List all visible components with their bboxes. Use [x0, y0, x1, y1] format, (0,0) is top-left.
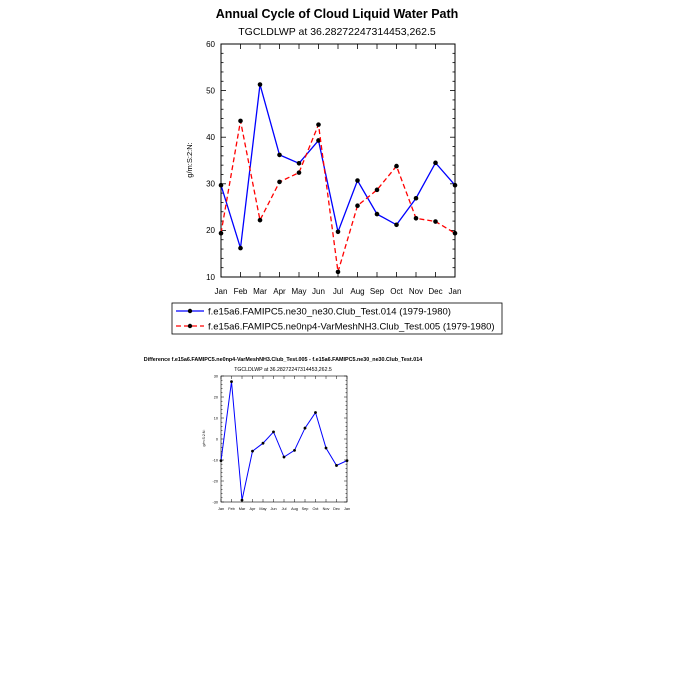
- chart1-series-1-point: [316, 138, 321, 143]
- chart2-series: [219, 380, 349, 502]
- chart2-series-1-point: [303, 426, 307, 430]
- chart1-xtick-label: Jul: [333, 287, 343, 296]
- main-line-chart: Annual Cycle of Cloud Liquid Water Path …: [185, 7, 461, 296]
- chart2-xtick-label: Jul: [282, 507, 287, 511]
- chart2-series-1-point: [261, 441, 265, 445]
- chart1-xtick-label: Apr: [273, 287, 286, 296]
- chart1-series-2-point: [257, 217, 263, 223]
- legend-label-series2: f.e15a6.FAMIPC5.ne0np4-VarMeshNH3.Club_T…: [208, 322, 495, 333]
- chart2-xtick-label: Dec: [333, 507, 340, 511]
- chart2-series-1-point: [240, 498, 244, 502]
- chart2-ytick-label: -20: [213, 479, 219, 483]
- chart2-xtick-label: Sep: [302, 507, 309, 511]
- chart1-series-1-point: [277, 152, 282, 158]
- chart1-series-1-point: [413, 195, 419, 201]
- chart1-series-1-point: [257, 82, 263, 87]
- chart1-legend: f.e15a6.FAMIPC5.ne30_ne30.Club_Test.014 …: [171, 302, 503, 335]
- chart1-series-2-point: [452, 230, 458, 236]
- chart2-series-1-point: [324, 446, 328, 450]
- chart1-xtick-label: Jan: [449, 287, 462, 296]
- legend-marker-series1: [187, 308, 193, 314]
- chart1-xtick-label: Oct: [390, 287, 403, 296]
- legend-marker-series2: [187, 323, 193, 329]
- chart1-series-2-point: [296, 170, 302, 175]
- chart1-xtick-label: Mar: [253, 287, 267, 296]
- chart1-ytick-label: 40: [206, 133, 215, 142]
- chart1-xtick-label: Aug: [350, 287, 364, 296]
- chart1-series-2-point: [238, 118, 243, 124]
- legend-box: [171, 302, 503, 335]
- chart2-xtick-label: Oct: [313, 507, 320, 511]
- chart2-ytick-label: -10: [213, 458, 219, 462]
- chart1-axes: Jan Feb Mar Apr May Jun Jul Aug Sep Oct Nov Dec Jan1…: [206, 40, 461, 296]
- chart2-series-1-point: [219, 459, 223, 463]
- chart1-series: [218, 82, 458, 275]
- chart1-series-2-point: [218, 230, 224, 236]
- chart1-series-2-point: [277, 179, 282, 185]
- chart1-subtitle: TGCLDLWP at 36.28272247314453,262.5: [238, 26, 436, 38]
- chart2-xtick-label: Mar: [239, 507, 246, 511]
- chart1-series-1-point: [296, 160, 302, 166]
- chart1-ytick-label: 50: [206, 86, 215, 95]
- chart2-ytick-label: 20: [214, 395, 218, 399]
- chart2-ytick-label: 30: [214, 374, 218, 378]
- chart2-xtick-label: Jan: [344, 507, 350, 511]
- legend-label-series1: f.e15a6.FAMIPC5.ne30_ne30.Club_Test.014 …: [208, 307, 451, 318]
- chart2-xtick-label: Nov: [323, 507, 330, 511]
- difference-line-chart: Difference f.e15a6.FAMIPC5.ne0np4-VarMes…: [144, 357, 422, 511]
- chart2-xtick-label: Jun: [270, 507, 276, 511]
- chart2-subtitle: TGCLDLWP at 36.28272247314453,262.5: [234, 367, 332, 373]
- chart2-series-1-point: [251, 449, 254, 453]
- chart1-series-1-point: [394, 222, 399, 228]
- chart2-title: Difference f.e15a6.FAMIPC5.ne0np4-VarMes…: [144, 357, 422, 363]
- chart1-ytick-label: 20: [206, 226, 215, 235]
- chart2-ytick-label: 0: [216, 437, 218, 441]
- chart1-series-1-point: [433, 160, 438, 166]
- chart2-xtick-label: Apr: [250, 507, 257, 511]
- chart1-xtick-label: Nov: [409, 287, 423, 296]
- chart2-ytick-label: 10: [214, 416, 218, 420]
- chart1-title: Annual Cycle of Cloud Liquid Water Path: [216, 7, 459, 21]
- chart1-ytick-label: 60: [206, 40, 215, 49]
- chart2-series-1-point: [230, 380, 233, 384]
- chart1-series-2-point: [335, 269, 341, 275]
- chart1-series-1-point: [374, 211, 380, 217]
- chart1-xtick-label: Sep: [370, 287, 385, 296]
- chart1-ytick-label: 10: [206, 273, 215, 282]
- chart1-series-2-point: [316, 122, 321, 127]
- chart2-ylabel: g/m:S:2:N:: [202, 430, 206, 447]
- chart2-xtick-label: Jan: [218, 507, 224, 511]
- chart2-series-1-point: [345, 459, 349, 463]
- chart1-series-1-point: [355, 178, 360, 183]
- chart1-xtick-label: May: [291, 287, 306, 296]
- chart2-series-1-point: [293, 448, 296, 452]
- chart1-xtick-label: Feb: [234, 287, 248, 296]
- chart1-ylabel: g/m:S:2:N:: [185, 142, 194, 177]
- chart1-series-2-point: [433, 219, 438, 224]
- chart2-xtick-label: May: [259, 507, 266, 511]
- chart1-series-1-point: [452, 182, 458, 188]
- chart2-series-1-point: [335, 464, 338, 467]
- chart1-series-1-point: [335, 229, 341, 235]
- chart1-series-1-point: [238, 245, 243, 251]
- chart1-ytick-label: 30: [206, 180, 215, 189]
- chart1-series-2-point: [413, 215, 419, 221]
- chart2-series-1-point: [314, 411, 317, 414]
- chart1-series-2-point: [394, 163, 399, 169]
- chart1-series-2-point: [355, 203, 360, 209]
- chart1-xtick-label: Jun: [312, 287, 325, 296]
- chart2-series-1-point: [272, 430, 275, 434]
- chart1-xtick-label: Jan: [215, 287, 228, 296]
- chart1-xtick-label: Dec: [428, 287, 442, 296]
- chart2-series-1-point: [282, 455, 286, 459]
- chart1-series-1-point: [218, 182, 224, 188]
- chart1-series-2-point: [374, 187, 380, 193]
- chart2-ytick-label: -30: [213, 500, 219, 504]
- chart2-xtick-label: Aug: [291, 507, 298, 511]
- chart2-xtick-label: Feb: [228, 507, 235, 511]
